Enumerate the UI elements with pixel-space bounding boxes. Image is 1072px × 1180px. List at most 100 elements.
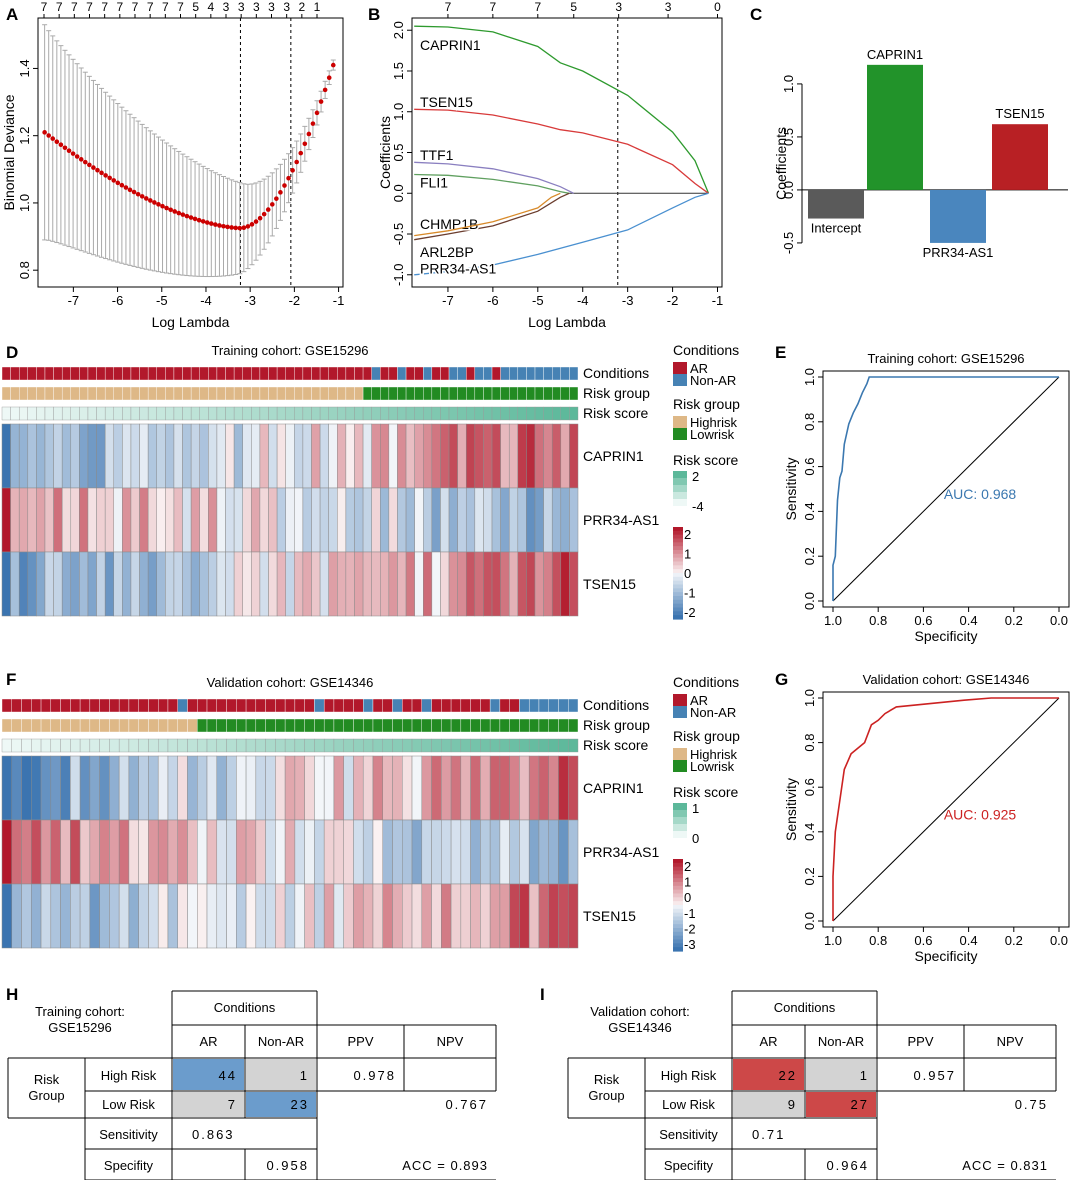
riskgroup-cell (40, 718, 52, 733)
heatmap-cell (139, 423, 149, 489)
riskgroup-cell (1, 718, 12, 733)
riskgroup-cell (156, 386, 166, 401)
heatmap-cell (294, 819, 305, 885)
coef-path-arl2bp (414, 192, 561, 237)
deviance-point (42, 130, 47, 135)
heatmap-cell (70, 423, 80, 489)
deviance-point (213, 222, 218, 227)
legend-heat-swatch (673, 866, 683, 872)
riskgroup-cell (139, 386, 149, 401)
riskgroup-cell (548, 718, 559, 733)
deviance-point (74, 154, 80, 159)
heatmap-cell (216, 755, 227, 821)
condition-cell (457, 366, 467, 381)
deviance-point (249, 222, 255, 227)
count-cell: 22 (779, 1068, 797, 1083)
legend-score-swatch (673, 492, 687, 499)
deviance-point (91, 165, 96, 170)
heatmap-cell (323, 819, 335, 885)
plot-frame (822, 691, 1070, 928)
heatmap-cell (402, 819, 413, 885)
series-label: ARL2BP (420, 244, 474, 260)
riskgroup-cell (128, 718, 139, 733)
heatmap-cell (382, 819, 393, 885)
riskgroup-cell (345, 386, 355, 401)
heatmap-cell (225, 423, 235, 489)
x-tick-label: 0.2 (1005, 933, 1023, 948)
top-df-label: 5 (570, 0, 577, 14)
riskscore-cell (337, 406, 347, 421)
legend-heat-swatch (673, 576, 683, 582)
top-df-label: 7 (116, 0, 123, 14)
condition-cell (480, 698, 491, 713)
top-df-label: 7 (177, 0, 184, 14)
heatmap-cell (233, 487, 243, 553)
bar-intercept (808, 189, 864, 219)
heatmap-cell (216, 423, 226, 489)
deviance-point (209, 221, 214, 226)
heatmap-cell (70, 883, 81, 949)
legend-heat-swatch (673, 580, 683, 586)
y-tick-label: -0.5 (781, 232, 796, 254)
heatmap-cell (489, 883, 501, 949)
condition-cell (173, 366, 183, 381)
top-df-label: 7 (445, 0, 452, 14)
heatmap-cell (519, 755, 530, 821)
riskscore-cell (167, 738, 178, 753)
x-tick-label: 0.2 (1005, 613, 1023, 628)
deviance-point (66, 148, 72, 153)
heatmap-cell (265, 755, 276, 821)
heatmap-cell (268, 423, 278, 489)
conditions-header: Conditions (774, 1000, 836, 1015)
riskgroup-cell (109, 718, 120, 733)
riskgroup-cell (216, 386, 226, 401)
deviance-point (62, 145, 68, 151)
heatmap-cell (343, 883, 354, 949)
riskscore-cell (302, 406, 312, 421)
y-tick-label: 1.5 (391, 62, 406, 80)
riskgroup-cell (27, 386, 37, 401)
heatmap-cell (499, 883, 510, 949)
riskscore-cell (60, 738, 71, 753)
heatmap-cell (275, 755, 286, 821)
riskscore-cell (173, 406, 183, 421)
condition-cell (538, 698, 549, 713)
legend-item: Lowrisk (690, 759, 735, 774)
riskgroup-cell (70, 718, 81, 733)
riskscore-cell (431, 738, 442, 753)
legend-score-swatch (673, 471, 687, 478)
heatmap-cell (431, 819, 442, 885)
y-axis-label: Sensitivity (783, 457, 799, 520)
condition-cell (323, 698, 335, 713)
condition-cell (265, 698, 276, 713)
condition-cell (70, 366, 80, 381)
riskscore-cell (50, 738, 61, 753)
heatmap-cell (255, 819, 266, 885)
annotation-label: Risk group (583, 385, 650, 401)
top-df-label: 3 (253, 0, 260, 14)
heatmap-cell (538, 755, 549, 821)
heatmap-cell (216, 487, 226, 553)
riskgroup-cell (294, 718, 305, 733)
condition-cell (284, 698, 296, 713)
heatmap-cell (259, 487, 269, 553)
sensitivity-value: 0.863 (192, 1127, 235, 1142)
legend-title: Conditions (673, 342, 739, 358)
heatmap-cell (411, 883, 423, 949)
riskgroup-cell (158, 718, 169, 733)
deviance-point (148, 198, 153, 203)
row-header: Specifity (664, 1158, 714, 1173)
legend-heat-swatch (673, 897, 683, 902)
condition-cell (21, 698, 32, 713)
riskgroup-cell (333, 718, 344, 733)
condition-cell (470, 698, 481, 713)
riskgroup-cell (60, 718, 71, 733)
riskgroup-cell (302, 386, 312, 401)
condition-cell (182, 366, 192, 381)
heatmap-cell (402, 755, 413, 821)
row-group-label: Risk (594, 1072, 620, 1087)
legend-heat-swatch (673, 573, 683, 578)
riskscore-cell (534, 406, 544, 421)
heatmap-cell (345, 551, 355, 617)
legend-tick: 0 (692, 831, 699, 846)
